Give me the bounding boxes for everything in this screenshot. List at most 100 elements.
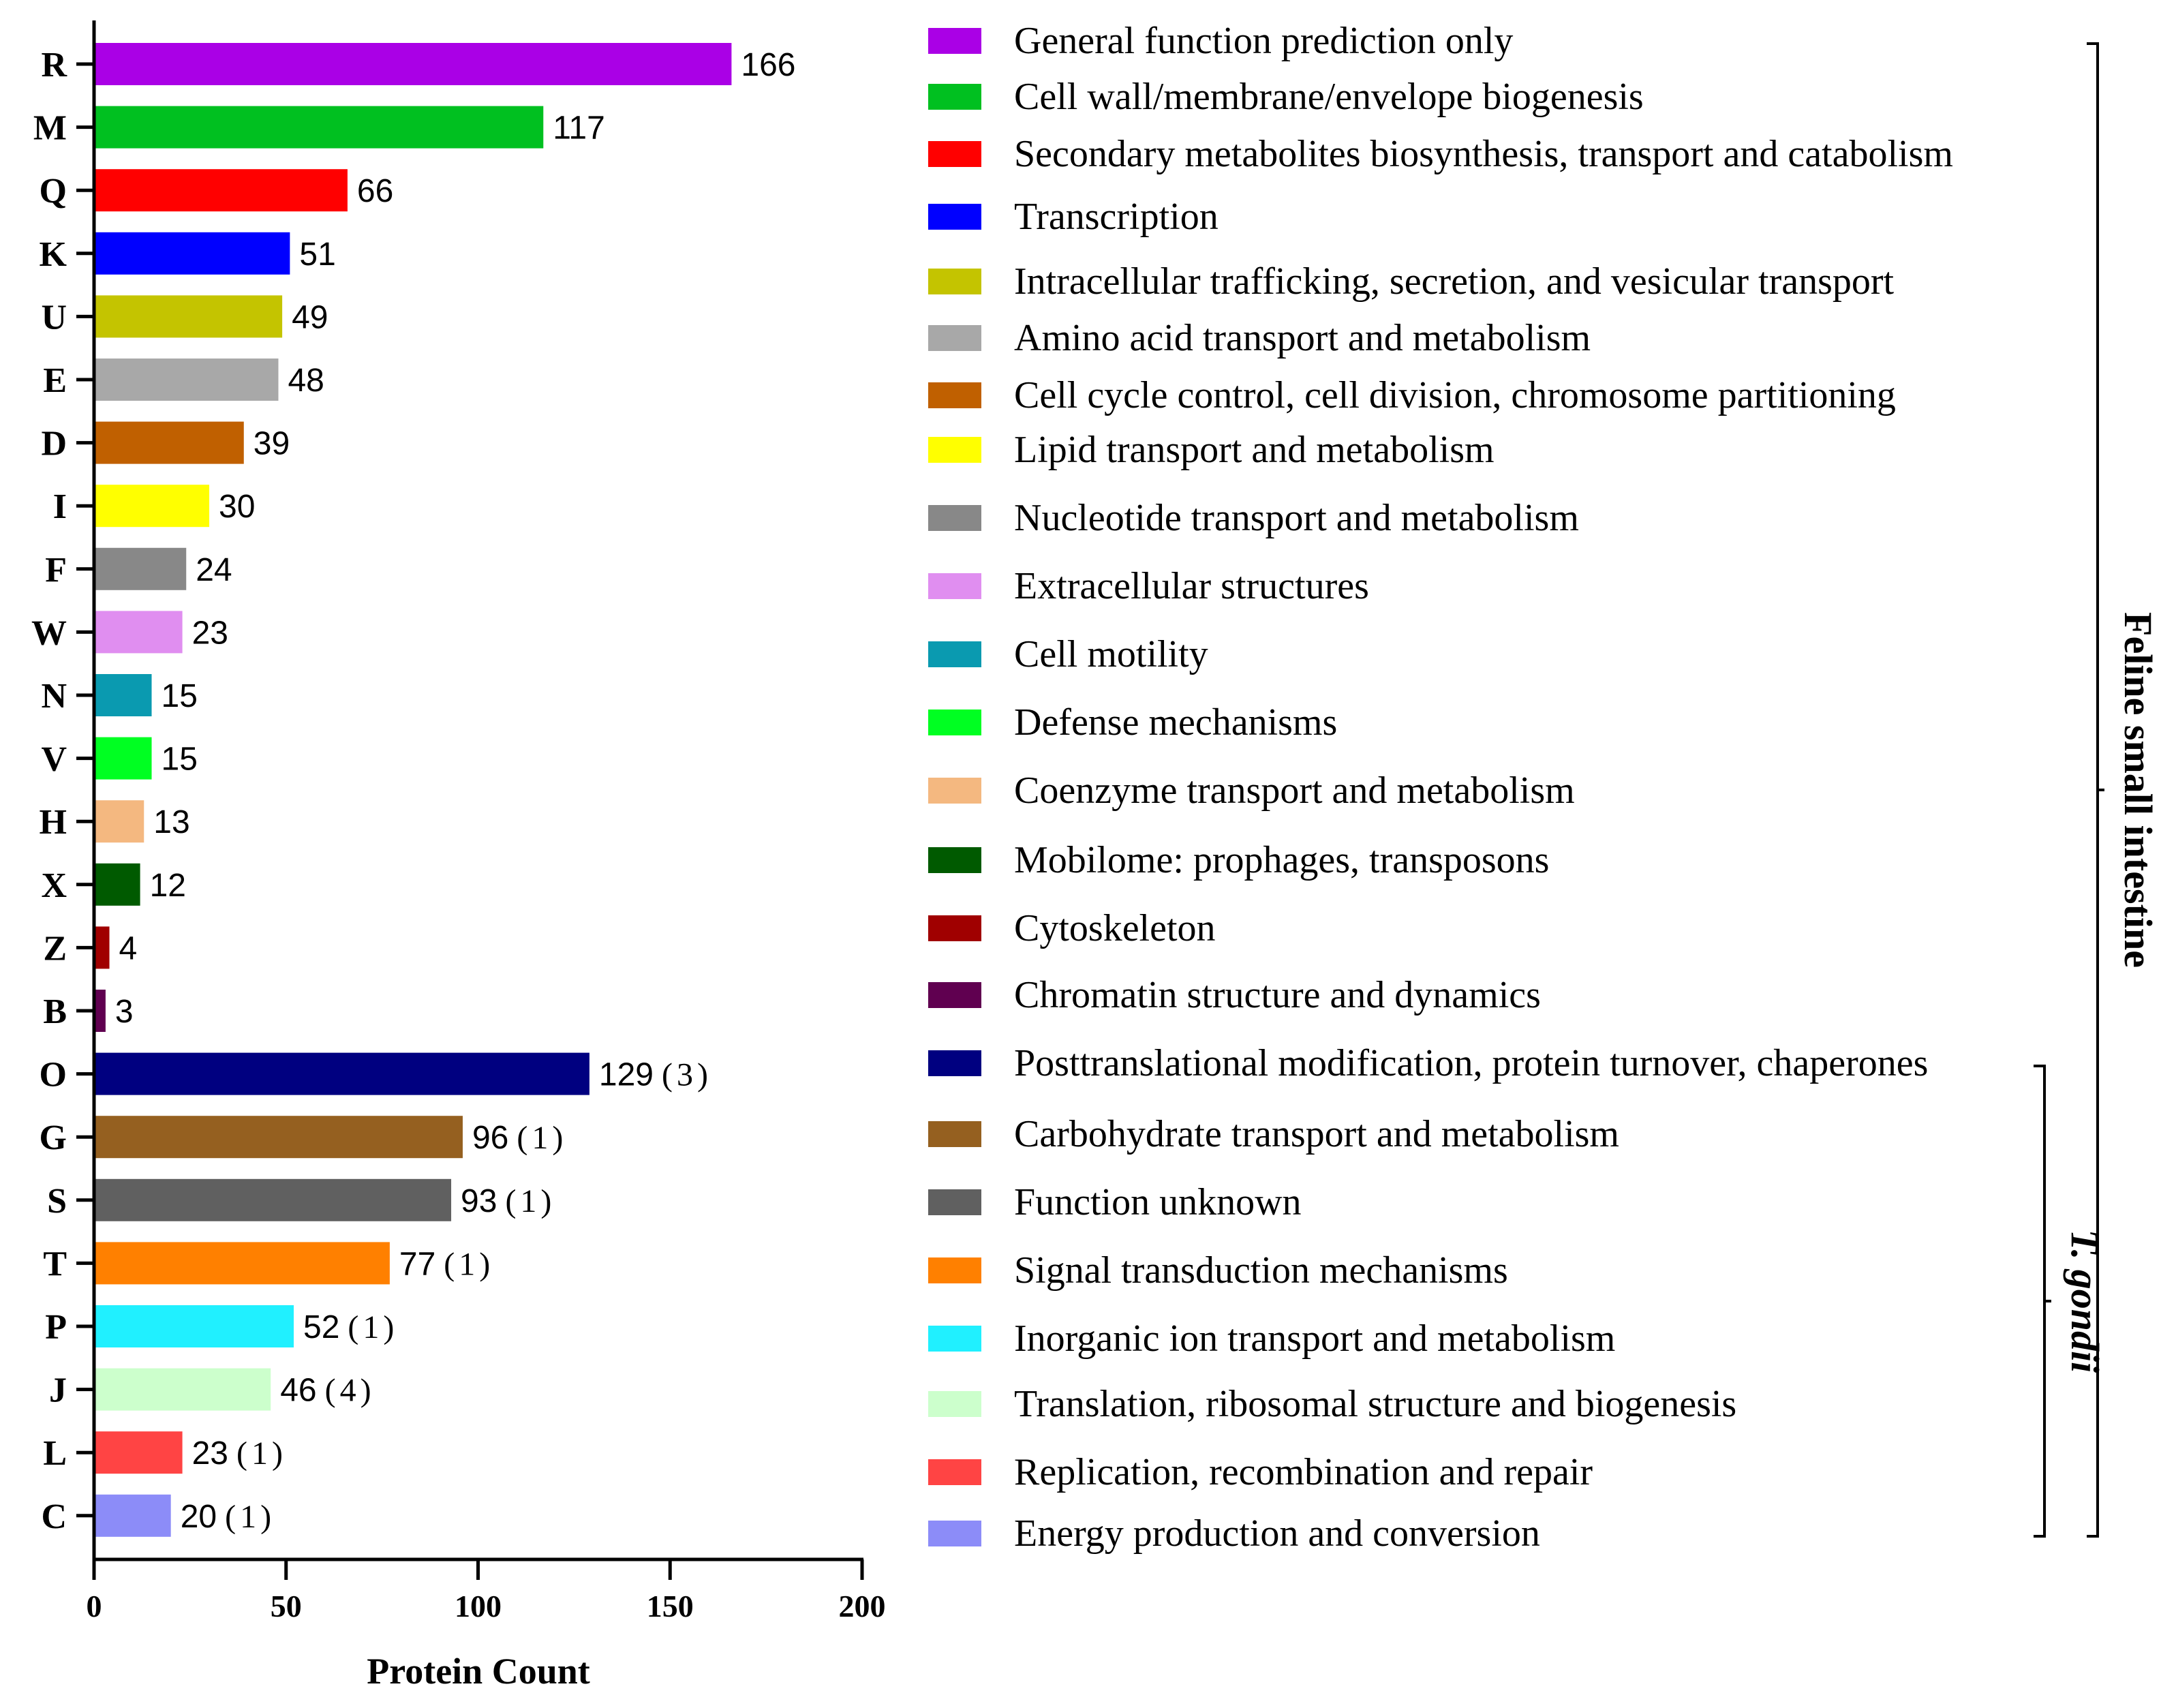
value-label-v: 15 [162, 742, 198, 778]
y-tick-label-g: G [40, 1118, 67, 1157]
legend-label-d: Cell cycle control, cell division, chrom… [1014, 374, 1896, 416]
x-axis-title: Protein Count [367, 1651, 590, 1692]
legend-label-z: Cytoskeleton [1014, 907, 1216, 949]
value-label-f: 24 [196, 552, 232, 588]
bar-k [95, 232, 290, 275]
group-brackets-layer: Feline small intestine T. gondii [2034, 42, 2160, 1538]
y-tick-label-v: V [41, 740, 67, 779]
y-tick-label-n: N [41, 677, 67, 716]
bar-p [95, 1305, 294, 1347]
x-tick-label: 100 [455, 1589, 502, 1623]
value-label-o: 129 [599, 1057, 654, 1093]
y-tick-label-e: E [43, 361, 67, 400]
value-label-s: 93 [461, 1183, 497, 1219]
value-label-q: 66 [357, 173, 393, 209]
bar-z [95, 926, 110, 969]
y-tick-label-d: D [41, 425, 67, 463]
value-label-j: 46 [280, 1373, 316, 1409]
legend-swatch-e [928, 325, 981, 351]
bar-l [95, 1431, 183, 1474]
legend-label-i: Lipid transport and metabolism [1014, 429, 1495, 471]
legend-label-j: Translation, ribosomal structure and bio… [1014, 1383, 1736, 1425]
value-label-d: 39 [254, 426, 290, 462]
y-tick-label-x: X [41, 866, 67, 905]
value-label-z: 4 [119, 930, 138, 966]
legend-label-f: Nucleotide transport and metabolism [1014, 497, 1579, 539]
value-label-t: 77 [399, 1246, 435, 1282]
legend-swatch-w [928, 573, 981, 599]
value-label-e: 48 [288, 363, 324, 399]
bar-o [95, 1052, 589, 1095]
legend-label-u: Intracellular trafficking, secretion, an… [1014, 260, 1895, 303]
legend-swatch-s [928, 1189, 981, 1215]
y-tick-label-s: S [47, 1182, 67, 1221]
group-label-feline-small-intestine: Feline small intestine [2116, 612, 2160, 968]
legend-label-m: Cell wall/membrane/envelope biogenesis [1014, 76, 1644, 118]
y-tick-label-w: W [31, 613, 67, 652]
legend-label-n: Cell motility [1014, 633, 1208, 675]
bar-c [95, 1494, 171, 1537]
legend-label-l: Replication, recombination and repair [1014, 1451, 1593, 1493]
legend-swatch-q [928, 141, 981, 167]
legend-swatch-f [928, 505, 981, 531]
value-label-k: 51 [299, 237, 335, 273]
bar-n [95, 674, 152, 716]
y-tick-label-f: F [45, 551, 67, 590]
y-tick-label-o: O [40, 1056, 67, 1095]
value-label-r: 166 [741, 47, 795, 83]
legend-swatch-g [928, 1121, 981, 1147]
value-extra-j: (4) [325, 1373, 376, 1409]
value-labels-layer: 166 117 66 51 49 48 39 30 24 23 15 15 13 12 4 3 129 (3) 96… [115, 47, 796, 1535]
bar-s [95, 1178, 452, 1221]
value-extra-c: (1) [225, 1499, 275, 1535]
value-label-p: 52 [303, 1309, 339, 1345]
legend-label-h: Coenzyme transport and metabolism [1014, 769, 1575, 812]
bar-q [95, 169, 348, 212]
legend-label-c: Energy production and conversion [1014, 1512, 1540, 1555]
legend-swatch-l [928, 1459, 981, 1485]
value-label-i: 30 [219, 489, 255, 525]
legend-swatch-b [928, 982, 981, 1008]
legend-swatch-u [928, 269, 981, 294]
legend-swatch-m [928, 84, 981, 110]
value-extra-p: (1) [348, 1309, 398, 1345]
legend-label-k: Transcription [1014, 196, 1219, 238]
legend-label-p: Inorganic ion transport and metabolism [1014, 1317, 1615, 1360]
legend-label-e: Amino acid transport and metabolism [1014, 317, 1591, 359]
y-tick-label-h: H [40, 803, 67, 842]
bar-t [95, 1242, 390, 1285]
bar-f [95, 547, 187, 590]
legend-label-w: Extracellular structures [1014, 565, 1369, 607]
legend-label-s: Function unknown [1014, 1181, 1302, 1223]
value-extra-g: (1) [517, 1120, 567, 1156]
legend-swatch-z [928, 915, 981, 941]
bar-d [95, 421, 244, 464]
legend-swatch-j [928, 1391, 981, 1417]
x-tick-label: 0 [87, 1589, 102, 1623]
bar-e [95, 359, 279, 401]
y-tick-label-k: K [40, 235, 67, 274]
legend-swatch-x [928, 847, 981, 873]
value-label-w: 23 [192, 615, 228, 651]
value-extra-o: (3) [662, 1057, 712, 1093]
bar-u [95, 295, 283, 338]
value-label-m: 117 [553, 110, 605, 147]
legend-swatch-t [928, 1257, 981, 1283]
bar-b [95, 990, 106, 1032]
legend-label-x: Mobilome: prophages, transposons [1014, 839, 1549, 881]
legend-layer: General function prediction only Cell wal… [928, 20, 1953, 1555]
legend-label-g: Carbohydrate transport and metabolism [1014, 1113, 1619, 1155]
y-tick-label-q: Q [40, 172, 67, 211]
x-tick-label: 200 [839, 1589, 886, 1623]
y-tick-label-z: Z [43, 929, 67, 968]
legend-swatch-v [928, 710, 981, 735]
y-tick-label-t: T [43, 1245, 67, 1283]
value-extra-l: (1) [236, 1435, 287, 1471]
legend-swatch-h [928, 778, 981, 804]
y-tick-label-j: J [49, 1371, 67, 1410]
y-tick-label-p: P [45, 1308, 67, 1347]
bar-r [95, 43, 732, 85]
x-tick-label: 50 [271, 1589, 302, 1623]
value-label-x: 12 [150, 868, 186, 904]
